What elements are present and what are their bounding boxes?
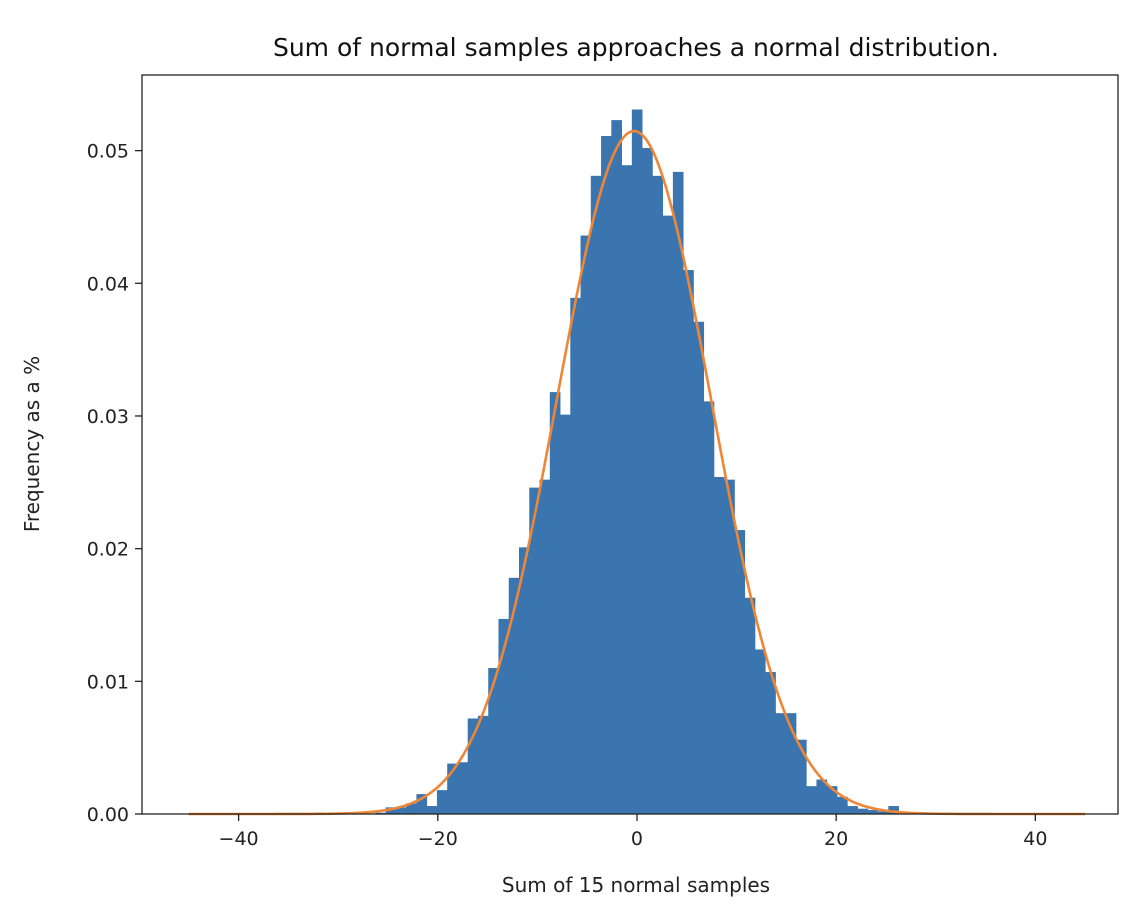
histogram-bar [847, 806, 858, 814]
histogram-bar [406, 803, 417, 814]
plot-frame [141, 74, 1119, 815]
histogram-bar [683, 270, 694, 814]
histogram-bar [590, 175, 602, 815]
histogram-bar [560, 414, 571, 814]
histogram-bar [549, 392, 561, 814]
histogram-bar [806, 786, 817, 814]
histogram-bar [498, 618, 510, 814]
histogram-bar [488, 668, 499, 814]
y-tick-label: 0.03 [87, 406, 129, 428]
histogram-bar [785, 713, 797, 814]
histogram-bar [477, 715, 489, 814]
histogram-bar [857, 808, 869, 814]
histogram-bar [436, 790, 448, 814]
histogram-bar [519, 547, 530, 814]
histogram-bar [416, 794, 428, 814]
histogram-bar [775, 713, 787, 814]
histogram-bar [795, 739, 807, 814]
histogram-bar [693, 321, 705, 814]
histogram-bar [631, 109, 643, 815]
x-tick-label: 20 [824, 828, 848, 850]
histogram-bar [580, 235, 592, 814]
histogram-bar [765, 672, 776, 814]
y-tick-label: 0.02 [87, 539, 129, 561]
x-axis-ticks: −40 −20 0 20 40 [219, 814, 1047, 850]
histogram-bar [508, 577, 520, 814]
histogram-bar [703, 401, 715, 814]
histogram-bar [816, 779, 828, 814]
x-tick-label: 0 [631, 828, 643, 850]
histogram-bar [888, 806, 899, 814]
histogram-bar [744, 597, 756, 814]
y-axis-ticks: 0.00 0.01 0.02 0.03 0.04 0.05 [87, 141, 142, 826]
histogram-bar [867, 810, 879, 814]
x-tick-label: −40 [219, 828, 259, 850]
histogram-bar [426, 806, 438, 814]
histogram-bar [878, 811, 889, 814]
histogram-bar [713, 477, 725, 814]
histogram-bar [826, 786, 838, 814]
histogram-bar [375, 812, 387, 814]
histogram-bar [570, 297, 581, 815]
histogram-bar [621, 165, 633, 815]
histogram-bar [601, 136, 612, 814]
histogram-bar [724, 479, 735, 814]
histogram-bar [642, 147, 653, 815]
histogram-bar [457, 762, 469, 814]
y-tick-label: 0.01 [87, 671, 129, 693]
y-tick-label: 0.04 [87, 273, 129, 295]
histogram-bar [385, 807, 397, 814]
histogram-bar [672, 171, 684, 814]
histogram-bar [467, 718, 479, 814]
y-axis-label: Frequency as a % [20, 356, 44, 532]
histogram-bar [837, 796, 848, 814]
histogram-bar [529, 487, 540, 814]
histogram-bar [662, 215, 674, 814]
histogram-bar [447, 763, 458, 814]
histogram-bars [375, 109, 899, 815]
histogram-bar [754, 649, 766, 814]
histogram-bar [539, 479, 551, 814]
chart-title: Sum of normal samples approaches a norma… [273, 33, 999, 62]
x-tick-label: −20 [418, 828, 458, 850]
histogram-bar [611, 120, 622, 815]
x-axis-label: Sum of 15 normal samples [502, 873, 770, 897]
y-tick-label: 0.00 [87, 804, 129, 826]
y-tick-label: 0.05 [87, 141, 129, 163]
histogram-bar [734, 530, 746, 814]
x-tick-label: 40 [1023, 828, 1047, 850]
histogram-bar [652, 175, 664, 815]
histogram-bar [395, 807, 407, 814]
